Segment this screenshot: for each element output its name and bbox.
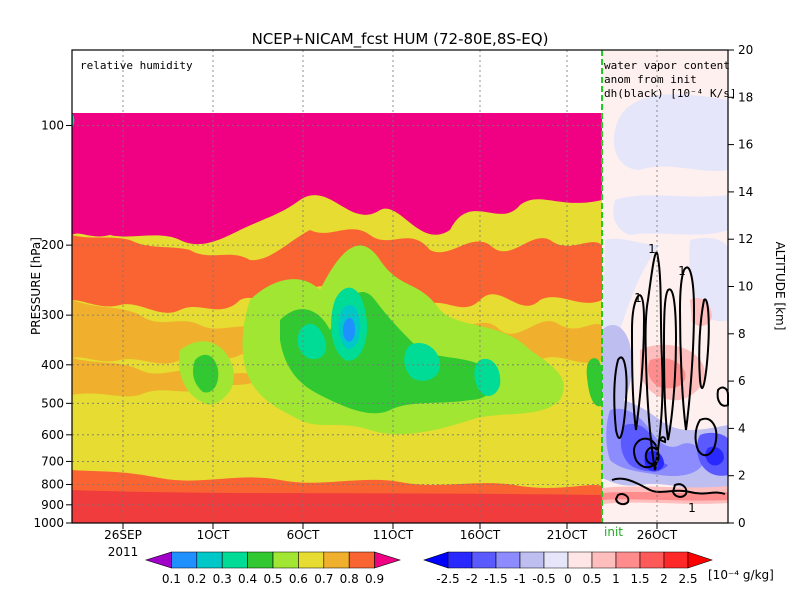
grid-lines <box>72 50 658 523</box>
colorbar-label: -0.5 <box>532 572 555 586</box>
colorbar-swatch <box>639 551 665 569</box>
altitude-tick-label: 6 <box>738 374 746 388</box>
colorbar-swatch <box>591 551 617 569</box>
colorbar-swatch <box>272 551 299 569</box>
time-axis: 26SEP 1OCT 6OCT 11OCT 16OCT 21OCT 26OCT <box>104 523 678 542</box>
time-tick-label: 16OCT <box>460 528 501 542</box>
pressure-tick-label: 300 <box>41 308 64 322</box>
altitude-tick-label: 12 <box>738 232 753 246</box>
rh-field <box>72 113 602 523</box>
altitude-tick-label: 16 <box>738 138 753 152</box>
altitude-tick-label: 2 <box>738 469 746 483</box>
heating-contours <box>611 251 729 506</box>
colorbar-label: 0.6 <box>289 572 308 586</box>
colorbar-swatch <box>323 551 350 569</box>
colorbar-label: -1 <box>514 572 526 586</box>
colorbar-swatch <box>423 551 449 569</box>
pressure-tick-label: 500 <box>41 396 64 410</box>
colorbar-swatch <box>543 551 569 569</box>
pressure-tick-label: 800 <box>41 477 64 491</box>
anomaly-annotation-line: dh(black) [10⁻⁴ K/s] <box>604 87 736 100</box>
pressure-tick-label: 400 <box>41 358 64 372</box>
y-axis-label-left: PRESSURE [hPa] <box>29 237 43 335</box>
altitude-tick-label: 4 <box>738 421 746 435</box>
colorbar-label: 0 <box>564 572 572 586</box>
colorbar-label: 0.7 <box>314 572 333 586</box>
time-tick-label: 11OCT <box>373 528 414 542</box>
colorbar-swatch <box>298 551 325 569</box>
colorbar-label: -2.5 <box>436 572 459 586</box>
pressure-tick-label: 700 <box>41 454 64 468</box>
y-axis-label-right: ALTITUDE [km] <box>773 242 787 331</box>
pressure-tick-label: 600 <box>41 428 64 442</box>
colorbar-swatch <box>615 551 641 569</box>
pressure-tick-label: 100 <box>41 118 64 132</box>
colorbar-swatch <box>663 551 689 569</box>
colorbar-swatch <box>519 551 545 569</box>
colorbar-swatch <box>495 551 521 569</box>
colorbar-swatch <box>567 551 593 569</box>
altitude-tick-label: 14 <box>738 185 753 199</box>
colorbar-label: 0.3 <box>213 572 232 586</box>
time-tick-label: 1OCT <box>197 528 230 542</box>
init-label: init <box>604 525 623 539</box>
colorbar-label: 0.1 <box>162 572 181 586</box>
altitude-tick-label: 8 <box>738 327 746 341</box>
colorbar-swatch <box>145 551 172 569</box>
altitude-tick-label: 0 <box>738 516 746 530</box>
colorbar-swatch <box>247 551 274 569</box>
pressure-axis: 100 200 300 400 500 600 700 800 900 1000 <box>33 118 72 530</box>
anomaly-annotation: water vapor content anom from init dh(bl… <box>604 59 736 100</box>
colorbar-label: 0.5 <box>263 572 282 586</box>
altitude-axis: 0 2 4 6 8 10 12 14 16 18 20 <box>728 43 753 530</box>
colorbar-label: -2 <box>466 572 478 586</box>
colorbar-label: 0.9 <box>365 572 384 586</box>
anomaly-colorbar: -2.5 -2 -1.5 -1 -0.5 0 0.5 1 1.5 2 2.5 <box>423 551 713 586</box>
colorbar-label: 2.5 <box>678 572 697 586</box>
anomaly-field <box>602 50 728 523</box>
contour-label: 1 <box>688 501 696 515</box>
colorbar-label: 0.8 <box>340 572 359 586</box>
time-tick-label: 26OCT <box>637 528 678 542</box>
colorbar-swatch <box>374 551 401 569</box>
contour-label: 1 <box>678 264 686 278</box>
contour-label: 1 <box>634 291 642 305</box>
x-year-label: 2011 <box>108 545 139 559</box>
altitude-tick-label: 18 <box>738 90 753 104</box>
colorbar-swatch <box>221 551 248 569</box>
colorbar-label: 0.2 <box>187 572 206 586</box>
colorbar-label: 0.4 <box>238 572 257 586</box>
colorbar-label: 2 <box>660 572 668 586</box>
contour-label: 1 <box>648 242 656 256</box>
altitude-tick-label: 10 <box>738 280 753 294</box>
colorbar-swatch <box>196 551 223 569</box>
colorbar-swatch <box>687 551 713 569</box>
colorbar-swatch <box>447 551 473 569</box>
colorbar-label: 1.5 <box>630 572 649 586</box>
contour-labels: 1 1 1 1 <box>634 242 696 515</box>
altitude-tick-label: 20 <box>738 43 753 57</box>
time-tick-label: 26SEP <box>104 528 142 542</box>
colorbar-label: 1 <box>612 572 620 586</box>
chart-title: NCEP+NICAM_fcst HUM (72-80E,8S-EQ) <box>252 30 549 49</box>
anomaly-annotation-line: water vapor content <box>604 59 730 72</box>
colorbar-swatch <box>171 551 198 569</box>
colorbar-swatch <box>471 551 497 569</box>
pressure-tick-label: 200 <box>41 238 64 252</box>
colorbar-label: 0.5 <box>582 572 601 586</box>
colorbar-swatch <box>348 551 375 569</box>
time-tick-label: 21OCT <box>547 528 588 542</box>
pressure-tick-label: 1000 <box>33 516 64 530</box>
colorbar-label: -1.5 <box>484 572 507 586</box>
pressure-tick-label: 900 <box>41 498 64 512</box>
time-tick-label: 6OCT <box>287 528 320 542</box>
rh-annotation: relative humidity <box>80 59 193 72</box>
anomaly-unit: [10⁻⁴ g/kg] <box>708 568 774 582</box>
rh-colorbar: 0.1 0.2 0.3 0.4 0.5 0.6 0.7 0.8 0.9 <box>145 551 401 586</box>
anomaly-annotation-line: anom from init <box>604 73 697 86</box>
